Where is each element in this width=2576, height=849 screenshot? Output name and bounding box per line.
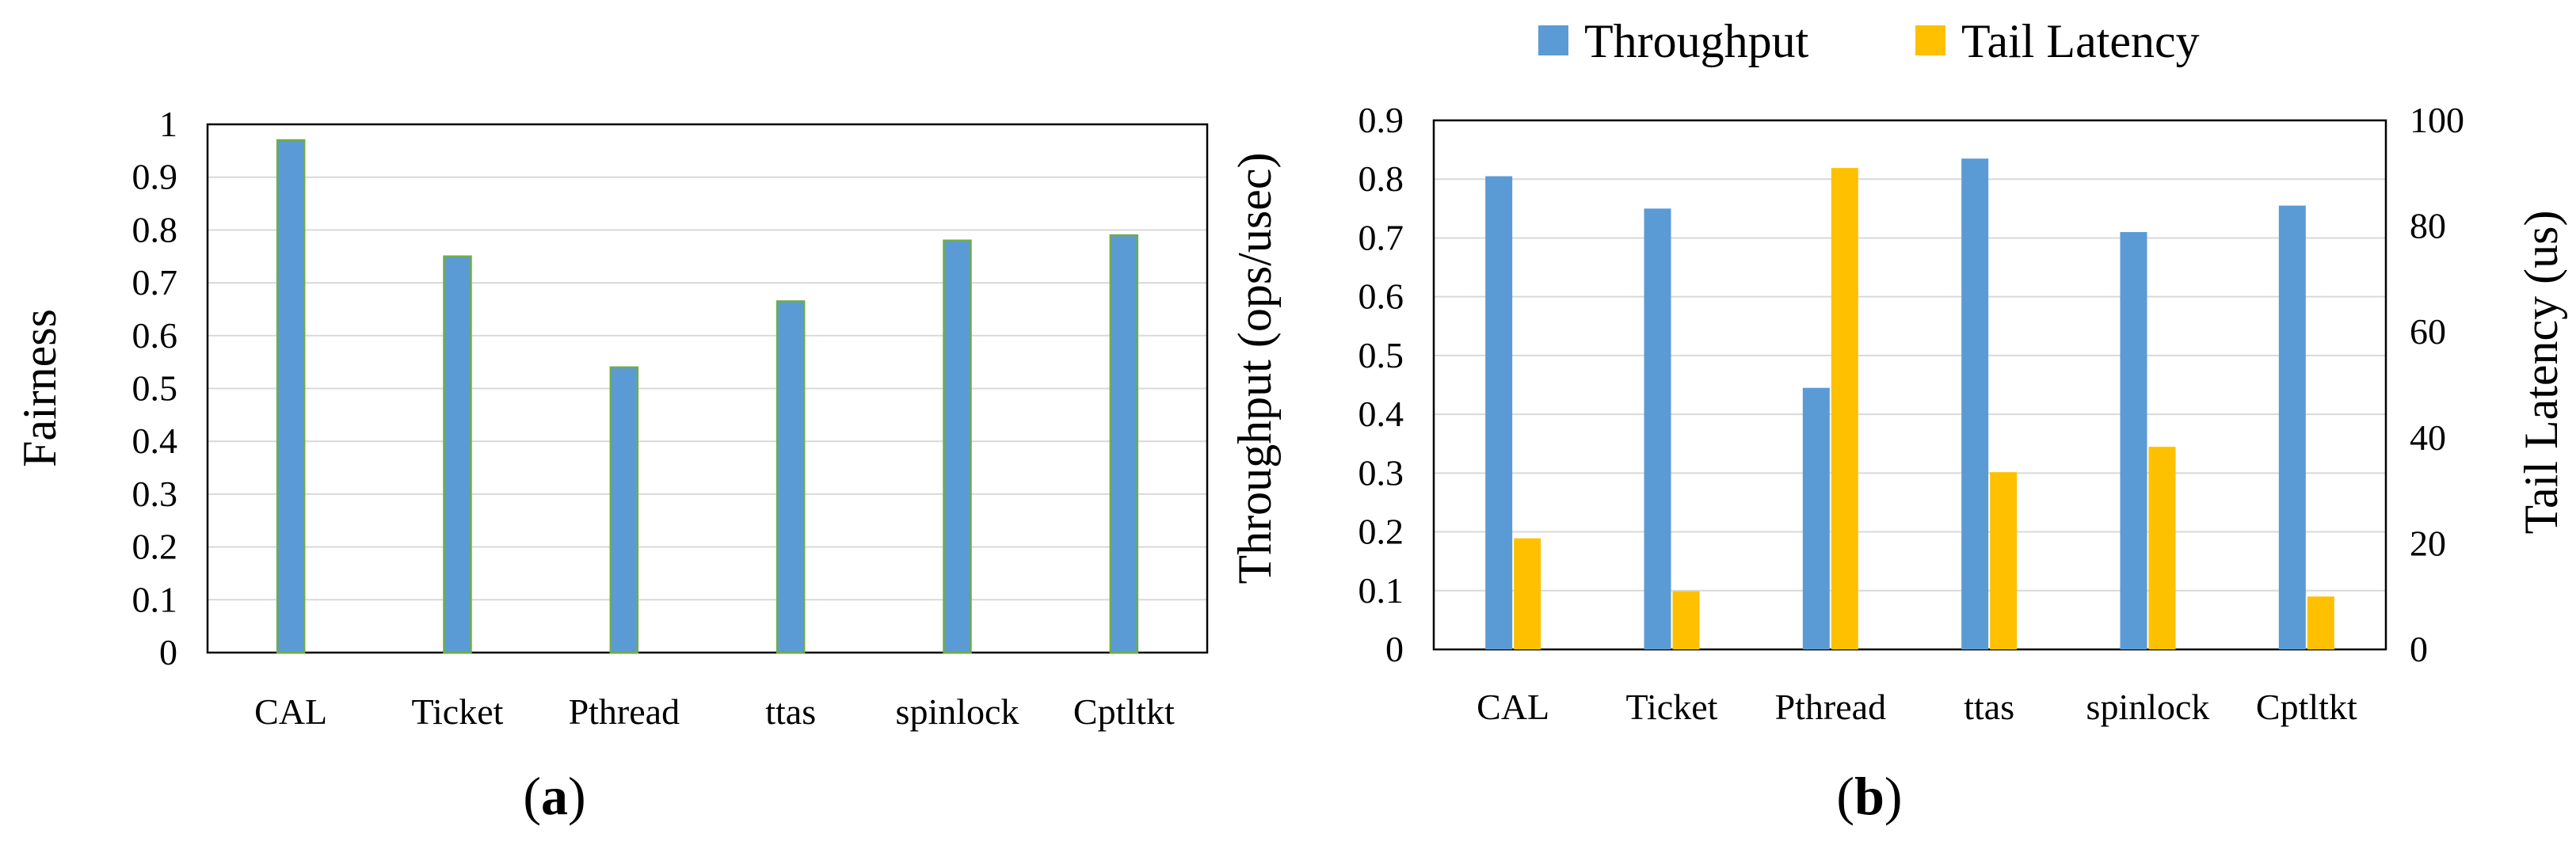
b-x-tick-label: Pthread (1775, 687, 1887, 727)
a-x-tick-label: Cptltkt (1073, 691, 1175, 732)
b-bar-tail-latency-cal (1514, 538, 1541, 649)
a-bar-pthread (609, 366, 639, 654)
a-bar-ticket (443, 255, 472, 654)
throughput-latency-chart: Throughput Tail Latency 0 0.1 0.2 0.3 0.4 0.5… (1229, 15, 2567, 826)
b-bar-tail-latency-ttas (1990, 472, 2018, 649)
b-bars (1485, 158, 2334, 650)
b-bar-tail-latency-pthread (1831, 168, 1858, 649)
b-y-tick-label-left: 0.7 (1358, 217, 1404, 257)
b-bar-throughput-ttas (1961, 158, 1989, 649)
a-x-tick-label: ttas (765, 691, 816, 732)
a-y-tick-label: 1 (159, 104, 177, 144)
a-y-tick-label: 0.6 (132, 315, 178, 356)
b-bar-throughput-cal (1485, 176, 1513, 649)
a-bar-cptltkt (1109, 234, 1139, 654)
b-bar-tail-latency-spinlock (2148, 447, 2176, 649)
b-y-axis-title-right: Tail Latency (us) (2515, 211, 2567, 535)
a-y-tick-label: 0 (159, 632, 177, 672)
legend: Throughput Tail Latency (1538, 15, 2200, 67)
b-x-tick-label: ttas (1964, 687, 2014, 727)
b-y-tick-label-right: 60 (2410, 311, 2446, 352)
panel-b-caption: (b) (1836, 766, 1902, 826)
legend-label-throughput: Throughput (1584, 15, 1809, 67)
b-y-tick-label-right: 80 (2410, 206, 2446, 246)
a-x-tick-label: Pthread (569, 691, 680, 732)
b-x-tick-label: Cptltkt (2256, 687, 2357, 727)
b-y-tick-label-left: 0 (1385, 629, 1404, 669)
b-x-tick-labels: CAL Ticket Pthread ttas spinlock Cptltkt (1477, 687, 2357, 727)
a-y-tick-label: 0.1 (132, 579, 178, 619)
b-y-tick-label-left: 0.5 (1358, 335, 1404, 375)
b-x-tick-label: spinlock (2086, 687, 2210, 727)
a-x-tick-label: CAL (254, 691, 327, 732)
b-bar-tail-latency-cptltkt (2307, 596, 2334, 649)
a-y-tick-label: 0.7 (132, 262, 178, 303)
legend-swatch-tail-latency (1915, 25, 1945, 55)
b-y-tick-label-left: 0.3 (1358, 452, 1404, 493)
b-y-tick-label-right: 40 (2410, 417, 2446, 458)
b-y-tick-label-left: 0.4 (1358, 394, 1404, 434)
panel-a-caption: (a) (523, 766, 585, 826)
b-y-axis-title-left: Throughput (ops/usec) (1229, 153, 1281, 584)
a-y-tick-label: 0.8 (132, 209, 178, 249)
a-bar-ttas (775, 300, 806, 654)
b-y-tick-label-left: 0.8 (1358, 158, 1404, 199)
fairness-chart: 0 0.1 0.2 0.3 0.4 0.5 0.6 0.7 0.8 0.9 1 CAL Ticket P… (13, 104, 1209, 826)
a-x-tick-label: spinlock (896, 691, 1019, 732)
a-plot-frame (206, 123, 1209, 654)
b-y-tick-label-left: 0.2 (1358, 512, 1404, 552)
a-bars (276, 139, 1139, 654)
legend-label-tail-latency: Tail Latency (1961, 15, 2200, 67)
b-plot-frame (1432, 119, 2387, 651)
a-y-axis-title: Fairness (13, 309, 66, 467)
b-bar-throughput-pthread (1802, 387, 1830, 649)
a-y-tick-labels: 0 0.1 0.2 0.3 0.4 0.5 0.6 0.7 0.8 0.9 1 (132, 104, 178, 672)
legend-swatch-throughput (1538, 25, 1568, 55)
b-y-tick-label-left: 0.1 (1358, 570, 1404, 611)
b-x-tick-label: CAL (1477, 687, 1549, 727)
b-y-tick-labels-left: 0 0.1 0.2 0.3 0.4 0.5 0.6 0.7 0.8 0.9 (1358, 100, 1404, 669)
b-bar-throughput-spinlock (2120, 232, 2147, 649)
a-y-tick-label: 0.4 (132, 421, 178, 461)
b-y-tick-label-right: 100 (2410, 100, 2464, 140)
b-y-tick-label-left: 0.9 (1358, 100, 1404, 140)
b-y-tick-label-left: 0.6 (1358, 276, 1404, 317)
a-y-tick-label: 0.9 (132, 157, 178, 197)
a-y-tick-label: 0.2 (132, 527, 178, 567)
b-y-tick-labels-right: 0 20 40 60 80 100 (2410, 100, 2464, 669)
a-x-tick-label: Ticket (412, 691, 504, 732)
b-bar-tail-latency-ticket (1672, 591, 1700, 649)
b-gridlines (1434, 120, 2386, 592)
b-bar-throughput-cptltkt (2278, 205, 2306, 650)
b-bar-throughput-ticket (1644, 208, 1671, 649)
b-y-tick-label-right: 0 (2410, 629, 2428, 669)
b-y-tick-label-right: 20 (2410, 523, 2446, 563)
a-y-tick-label: 0.3 (132, 474, 178, 514)
a-bar-spinlock (943, 239, 972, 654)
a-y-tick-label: 0.5 (132, 368, 178, 409)
a-bar-cal (276, 139, 306, 654)
a-gridlines (208, 124, 1207, 601)
a-x-tick-labels: CAL Ticket Pthread ttas spinlock Cptltkt (254, 691, 1175, 732)
b-x-tick-label: Ticket (1626, 687, 1718, 727)
